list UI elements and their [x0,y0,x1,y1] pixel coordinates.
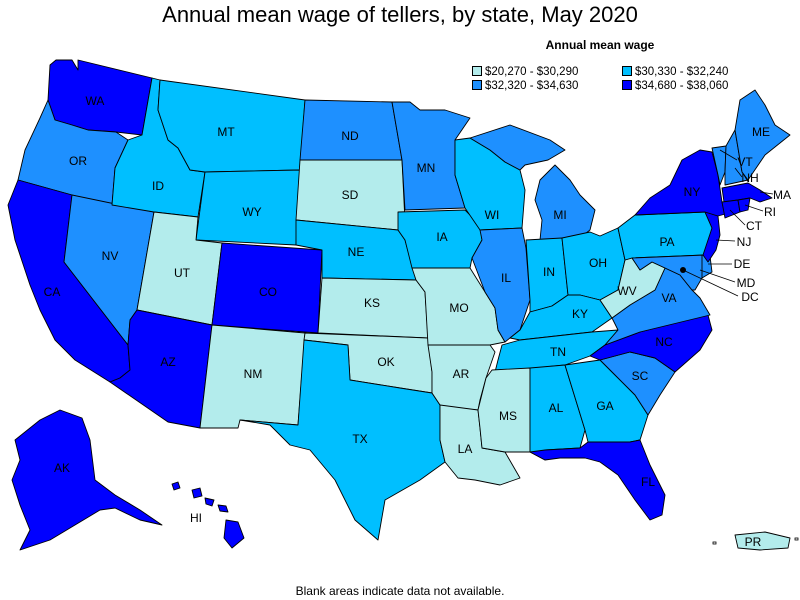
label-nm: NM [244,367,263,381]
label-nj: NJ [737,235,752,249]
label-ks: KS [364,296,380,310]
label-pa: PA [659,235,674,249]
hawaii-island-3[interactable] [204,497,215,507]
state-fl[interactable] [529,439,666,521]
label-id: ID [152,179,164,193]
label-wa: WA [86,94,105,108]
label-mn: MN [417,161,436,175]
legend-item-tier-1: $20,270 - $30,290 [472,66,578,78]
label-tx: TX [352,432,367,446]
footnote: Blank areas indicate data not available. [295,584,505,598]
legend-swatch-tier-4 [622,80,632,90]
leader-nj [715,239,736,242]
label-me: ME [752,125,770,139]
label-ne: NE [348,245,365,259]
label-ma: MA [773,188,791,202]
leader-ct [729,209,746,226]
label-tn: TN [550,345,566,359]
legend-label-tier-2: $30,330 - $32,240 [635,66,729,78]
label-ri: RI [764,205,776,219]
label-md: MD [737,276,756,290]
state-ri[interactable] [737,197,751,213]
label-sc: SC [632,369,649,383]
hawaii-island-5[interactable] [223,519,245,549]
label-fl: FL [641,475,655,489]
leader-md [699,269,736,283]
legend-label-tier-4: $34,680 - $38,060 [635,80,729,92]
state-me[interactable] [734,89,791,181]
label-vt: VT [737,155,753,169]
pr-islet-2 [794,537,799,541]
label-co: CO [259,285,277,299]
label-ak: AK [54,461,70,475]
label-or: OR [69,154,87,168]
hawaii-island-4[interactable] [217,504,229,513]
label-mo: MO [449,301,468,315]
state-ct[interactable] [721,199,741,219]
label-ms: MS [499,409,517,423]
label-sd: SD [342,188,359,202]
label-mt: MT [217,125,235,139]
label-ca: CA [44,285,61,299]
label-mi: MI [553,208,566,222]
legend-item-tier-2: $30,330 - $32,240 [622,66,728,78]
label-in: IN [543,265,555,279]
hawaii-island-1[interactable] [171,481,181,491]
label-ar: AR [453,367,470,381]
label-az: AZ [160,355,175,369]
state-vt[interactable] [711,145,727,186]
label-nd: ND [341,129,359,143]
state-hi[interactable] [171,481,245,549]
leader-ma [759,191,774,195]
label-la: LA [458,442,473,456]
label-ky: KY [572,307,588,321]
legend-label-tier-3: $32,320 - $34,630 [485,80,579,92]
label-wv: WV [617,284,636,298]
leader-dc [682,269,739,297]
legend-title: Annual mean wage [545,38,655,52]
label-il: IL [501,271,511,285]
label-ny: NY [684,185,701,199]
map-title: Annual mean wage of tellers, by state, M… [162,2,638,27]
label-nv: NV [102,249,119,263]
label-dc: DC [741,290,759,304]
label-ok: OK [377,355,394,369]
legend-swatch-tier-1 [472,66,482,76]
label-pr: PR [745,535,762,549]
pr-islet-1 [712,541,717,545]
label-ct: CT [746,219,763,233]
legend-swatch-tier-2 [622,66,632,76]
label-ga: GA [596,399,613,413]
state-mi[interactable] [469,124,596,241]
legend-label-tier-1: $20,270 - $30,290 [485,66,579,78]
label-oh: OH [589,256,607,270]
hawaii-island-2[interactable] [191,487,203,499]
label-ut: UT [174,266,191,280]
state-pr[interactable] [734,531,791,551]
label-de: DE [734,257,751,271]
state-nj[interactable] [702,211,721,263]
label-nh: NH [741,171,758,185]
state-ak[interactable] [11,409,163,551]
legend-item-tier-3: $32,320 - $34,630 [472,80,578,92]
label-hi: HI [190,511,202,525]
label-nc: NC [655,335,673,349]
legend-swatch-tier-3 [472,80,482,90]
label-wy: WY [242,205,261,219]
legend-item-tier-4: $34,680 - $38,060 [622,80,728,92]
leader-nh [734,167,743,178]
label-wi: WI [485,208,500,222]
state-tx[interactable] [239,339,446,541]
label-al: AL [549,401,564,415]
leader-ri [744,204,764,212]
label-ia: IA [436,230,447,244]
leader-vt [719,149,738,161]
label-va: VA [661,291,676,305]
state-il[interactable] [471,227,531,343]
